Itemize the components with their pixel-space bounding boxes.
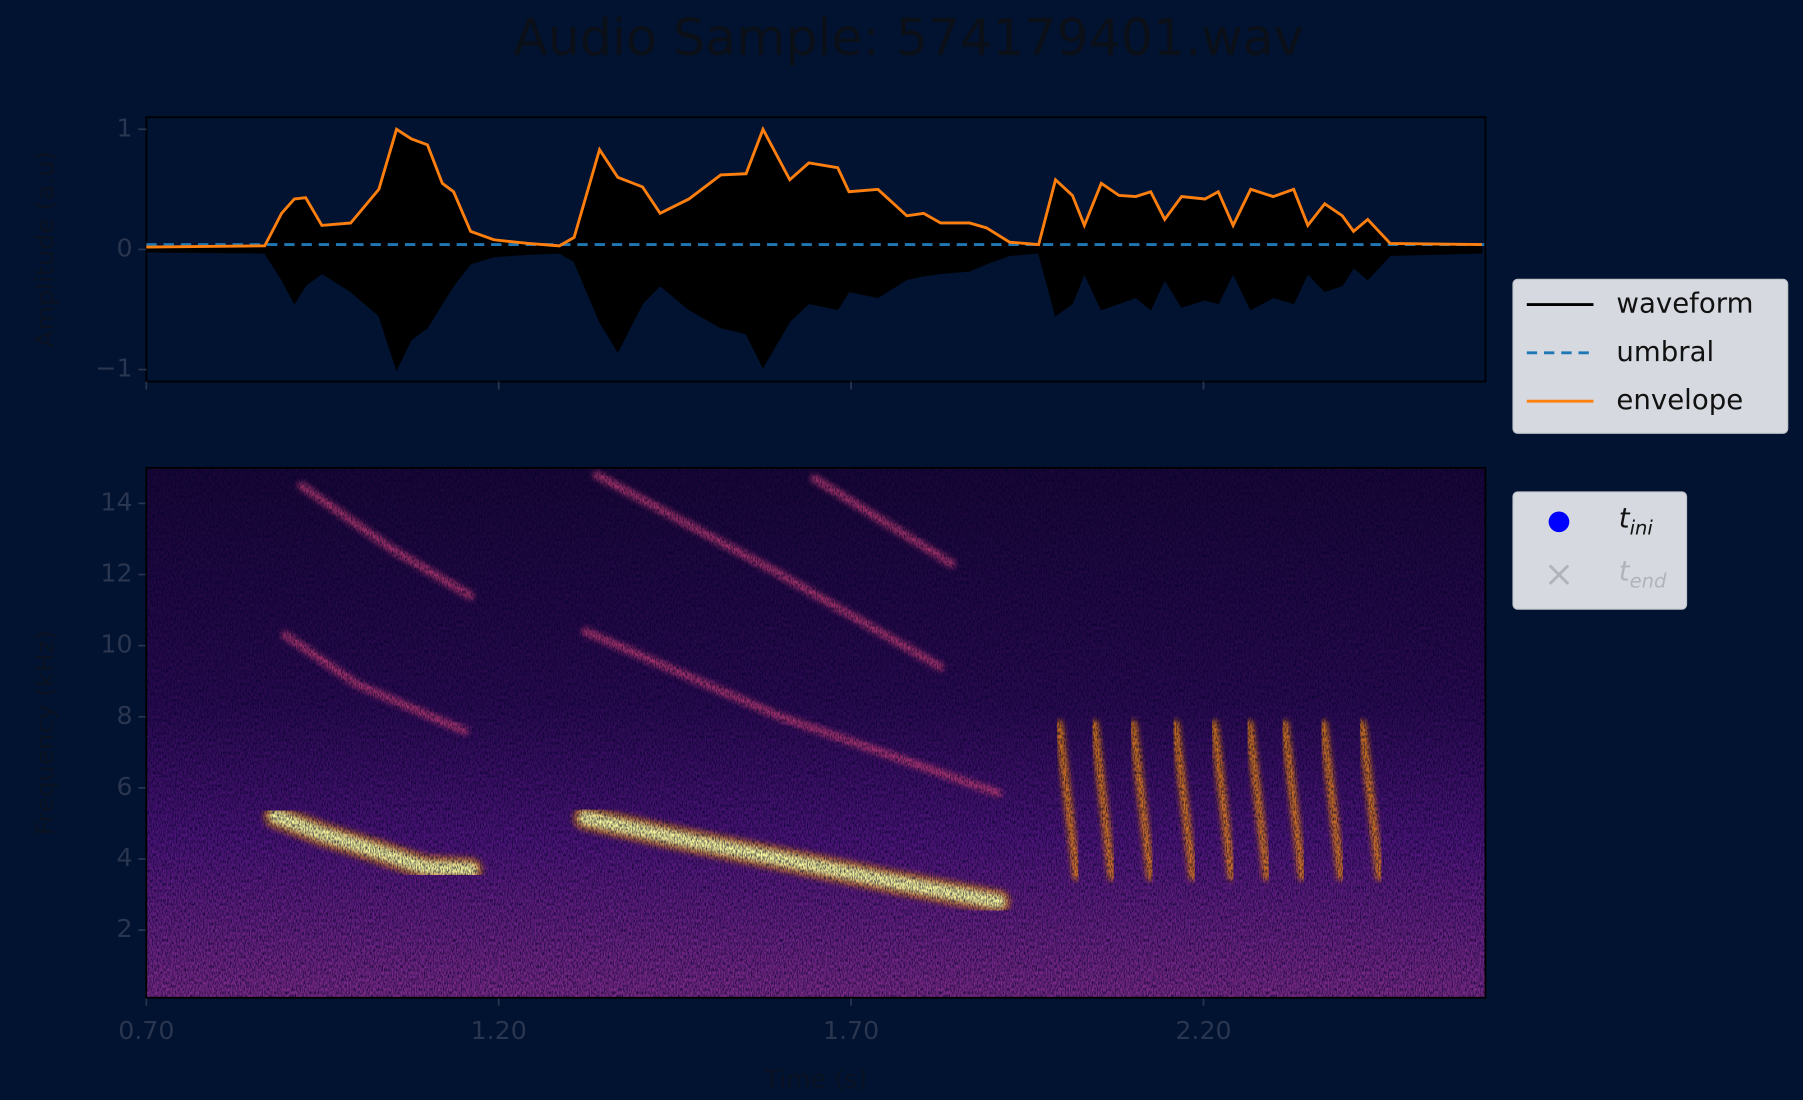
y-tick-label: 0 [116, 233, 132, 262]
x-tick-label: 2.20 [1175, 1016, 1231, 1045]
legend-box [1512, 278, 1789, 434]
chart-title: Audio Sample: 574179401.wav [513, 8, 1303, 67]
legend-label-subscript: ini [1630, 516, 1654, 539]
legend-label-base: t [1619, 554, 1631, 587]
y-tick-label: −1 [95, 354, 132, 383]
legend-marker [1548, 511, 1570, 533]
legend-label: tend [1619, 554, 1667, 592]
legend-label-base: t [1619, 502, 1631, 535]
envelope-line [146, 125, 1482, 249]
y-tick-label: 8 [116, 701, 132, 730]
y-tick-label: 1 [116, 113, 132, 142]
spectrogram-axes: 2 4 6 8 10 12 14 0.70 1.20 1.70 2.20 Frequency (kHz… [30, 466, 1688, 1093]
waveform-axes: −1 0 1 Amplitude (a.u) waveform umbral envelop… [30, 113, 1789, 434]
plot-frame [145, 466, 1487, 999]
y-axis-label: Amplitude (a.u) [30, 151, 59, 348]
legend-label: envelope [1616, 383, 1743, 416]
x-tick-label: 1.20 [471, 1016, 527, 1045]
y-tick-label: 14 [100, 487, 132, 516]
x-tick-label: 0.70 [118, 1016, 174, 1045]
legend-label-subscript: end [1630, 569, 1667, 592]
y-axis-label: Frequency (kHz) [30, 630, 59, 835]
y-tick-label: 2 [116, 914, 132, 943]
y-tick-label: 4 [116, 843, 132, 872]
legend-label: tini [1619, 502, 1654, 540]
y-tick-label: 6 [116, 772, 132, 801]
legend-label: waveform [1616, 287, 1753, 320]
legend-marker [1548, 564, 1570, 585]
y-tick-label: 10 [100, 630, 132, 659]
legend-label: umbral [1616, 335, 1714, 368]
y-tick-label: 12 [100, 559, 132, 588]
noise [146, 467, 1486, 998]
waveform-lower [145, 248, 1483, 372]
x-tick-label: 1.70 [823, 1016, 879, 1045]
x-axis-label: Time (s) [763, 1064, 867, 1093]
